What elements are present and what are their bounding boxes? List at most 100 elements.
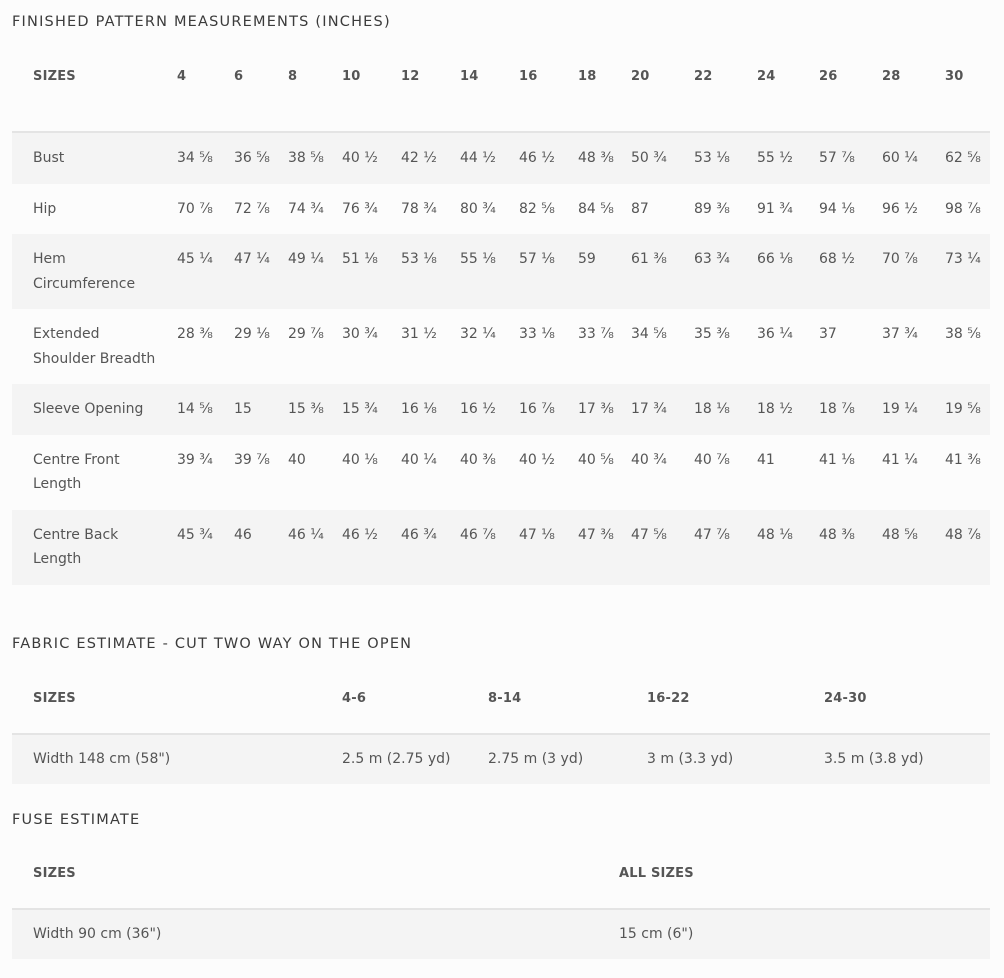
row-label: Centre Front Length <box>33 451 120 493</box>
table-cell: 39 ¾ <box>177 451 213 468</box>
table-cell: 49 ¼ <box>288 251 324 267</box>
table-cell: 42 ½ <box>401 150 437 166</box>
table-cell: 41 ⅛ <box>819 451 855 468</box>
size-header: 30 <box>945 69 964 84</box>
measurements-title: FINISHED PATTERN MEASUREMENTS (INCHES) <box>12 14 391 30</box>
table-cell: 98 ⅞ <box>945 200 981 217</box>
table-row: Centre Back Length 45 ¾ 46 46 ¼ 46 ½ 46 ¾ 46 ⅞… <box>12 509 990 585</box>
table-cell: 72 ⅞ <box>234 200 270 217</box>
table-cell: 57 ⅛ <box>519 251 555 267</box>
size-header: 4 <box>177 69 187 84</box>
table-cell: 46 ¾ <box>401 526 437 543</box>
size-header: 18 <box>578 69 597 84</box>
size-range-header: 24-30 <box>824 691 867 706</box>
fuse-title: FUSE ESTIMATE <box>12 812 141 828</box>
fabric-header-row: SIZES 4-6 8-14 16-22 24-30 <box>12 664 990 734</box>
size-header: 28 <box>882 69 901 84</box>
table-cell: 59 <box>578 251 596 267</box>
row-label: Bust <box>33 150 65 166</box>
table-cell: 40 ⅛ <box>342 451 378 468</box>
size-header: 8 <box>288 69 298 84</box>
table-cell: 61 ⅜ <box>631 251 667 267</box>
table-cell: 46 ¼ <box>288 526 324 543</box>
table-cell: 46 ½ <box>519 150 555 166</box>
sizes-header: SIZES <box>33 69 76 84</box>
table-cell: 47 ⅞ <box>694 526 730 543</box>
table-cell: 34 ⅝ <box>177 150 213 166</box>
size-header: 6 <box>234 69 244 84</box>
table-cell: 62 ⅝ <box>945 150 981 166</box>
table-cell: 46 ⅞ <box>460 526 496 543</box>
table-cell: 94 ⅛ <box>819 200 855 217</box>
table-row: Width 148 cm (58") 2.5 m (2.75 yd) 2.75 … <box>12 734 990 784</box>
table-cell: 47 ¼ <box>234 251 270 267</box>
table-cell: 48 ⅝ <box>882 526 918 543</box>
table-cell: 55 ⅛ <box>460 251 496 267</box>
table-cell: 47 ⅜ <box>578 526 614 543</box>
table-cell: 40 <box>288 451 306 468</box>
table-cell: 48 ⅜ <box>578 150 614 166</box>
table-cell: 46 ½ <box>342 526 378 543</box>
row-label: Hem Circumference <box>33 251 136 292</box>
table-cell: 19 ⅝ <box>945 401 981 417</box>
table-cell: 57 ⅞ <box>819 150 855 166</box>
table-cell: 47 ⅛ <box>519 526 555 543</box>
row-label: Extended Shoulder Breadth <box>33 326 156 367</box>
row-label: Centre Back Length <box>33 526 119 568</box>
table-cell: 73 ¼ <box>945 251 981 267</box>
table-cell: 51 ⅛ <box>342 251 378 267</box>
table-cell: 76 ¾ <box>342 200 378 217</box>
table-cell: 28 ⅜ <box>177 326 213 342</box>
table-cell: 17 ⅜ <box>578 401 614 417</box>
table-cell: 18 ⅛ <box>694 401 730 417</box>
sizes-header: SIZES <box>33 866 76 881</box>
table-cell: 31 ½ <box>401 326 437 342</box>
table-cell: 15 ⅜ <box>288 401 324 417</box>
table-cell: 37 <box>819 326 837 342</box>
table-cell: 3 m (3.3 yd) <box>647 751 734 768</box>
table-cell: 14 ⅝ <box>177 401 213 417</box>
table-cell: 53 ⅛ <box>694 150 730 166</box>
table-cell: 16 ⅛ <box>401 401 437 417</box>
table-row: Width 90 cm (36") 15 cm (6") <box>12 909 990 959</box>
table-cell: 40 ½ <box>342 150 378 166</box>
row-label: Sleeve Opening <box>33 401 144 417</box>
table-cell: 78 ¾ <box>401 200 437 217</box>
table-cell: 48 ⅞ <box>945 526 981 543</box>
table-cell: 15 <box>234 401 252 417</box>
size-range-header: 8-14 <box>488 691 522 706</box>
table-cell: 70 ⅞ <box>177 200 213 217</box>
table-cell: 47 ⅝ <box>631 526 667 543</box>
sizes-header: SIZES <box>33 691 76 706</box>
table-row: Extended Shoulder Breadth 28 ⅜ 29 ⅛ 29 ⅞ 30 … <box>12 309 990 384</box>
row-label: Hip <box>33 200 57 217</box>
table-cell: 60 ¼ <box>882 150 918 166</box>
table-cell: 91 ¾ <box>757 200 793 217</box>
table-cell: 70 ⅞ <box>882 251 918 267</box>
table-row: Centre Front Length 39 ¾ 39 ⅞ 40 40 ⅛ 40 ¼ 40 … <box>12 434 990 510</box>
table-cell: 87 <box>631 200 649 217</box>
table-cell: 96 ½ <box>882 200 918 217</box>
table-cell: 44 ½ <box>460 150 496 166</box>
table-cell: 40 ¾ <box>631 451 667 468</box>
table-cell: 48 ⅜ <box>819 526 855 543</box>
table-cell: 63 ¾ <box>694 251 730 267</box>
size-header: 26 <box>819 69 838 84</box>
fabric-table: SIZES 4-6 8-14 16-22 24-30 Width 148 cm … <box>12 664 990 784</box>
table-cell: 41 <box>757 451 775 468</box>
table-cell: 41 ⅜ <box>945 451 981 468</box>
size-header: 20 <box>631 69 650 84</box>
table-cell: 40 ⅜ <box>460 451 496 468</box>
table-cell: 16 ⅞ <box>519 401 555 417</box>
table-cell: 50 ¾ <box>631 150 667 166</box>
table-cell: 36 ⅝ <box>234 150 270 166</box>
size-header: 12 <box>401 69 420 84</box>
table-cell: 15 ¾ <box>342 401 378 417</box>
table-cell: 29 ⅛ <box>234 326 270 342</box>
table-row: Bust 34 ⅝ 36 ⅝ 38 ⅝ 40 ½ 42 ½ 44 ½ 46 ½ 48 ⅜ 50 ¾… <box>12 132 990 184</box>
size-header: 10 <box>342 69 361 84</box>
table-cell: 45 ¼ <box>177 251 213 267</box>
table-cell: 89 ⅜ <box>694 200 730 217</box>
table-cell: 33 ⅛ <box>519 326 555 342</box>
table-cell: 40 ⅝ <box>578 451 614 468</box>
